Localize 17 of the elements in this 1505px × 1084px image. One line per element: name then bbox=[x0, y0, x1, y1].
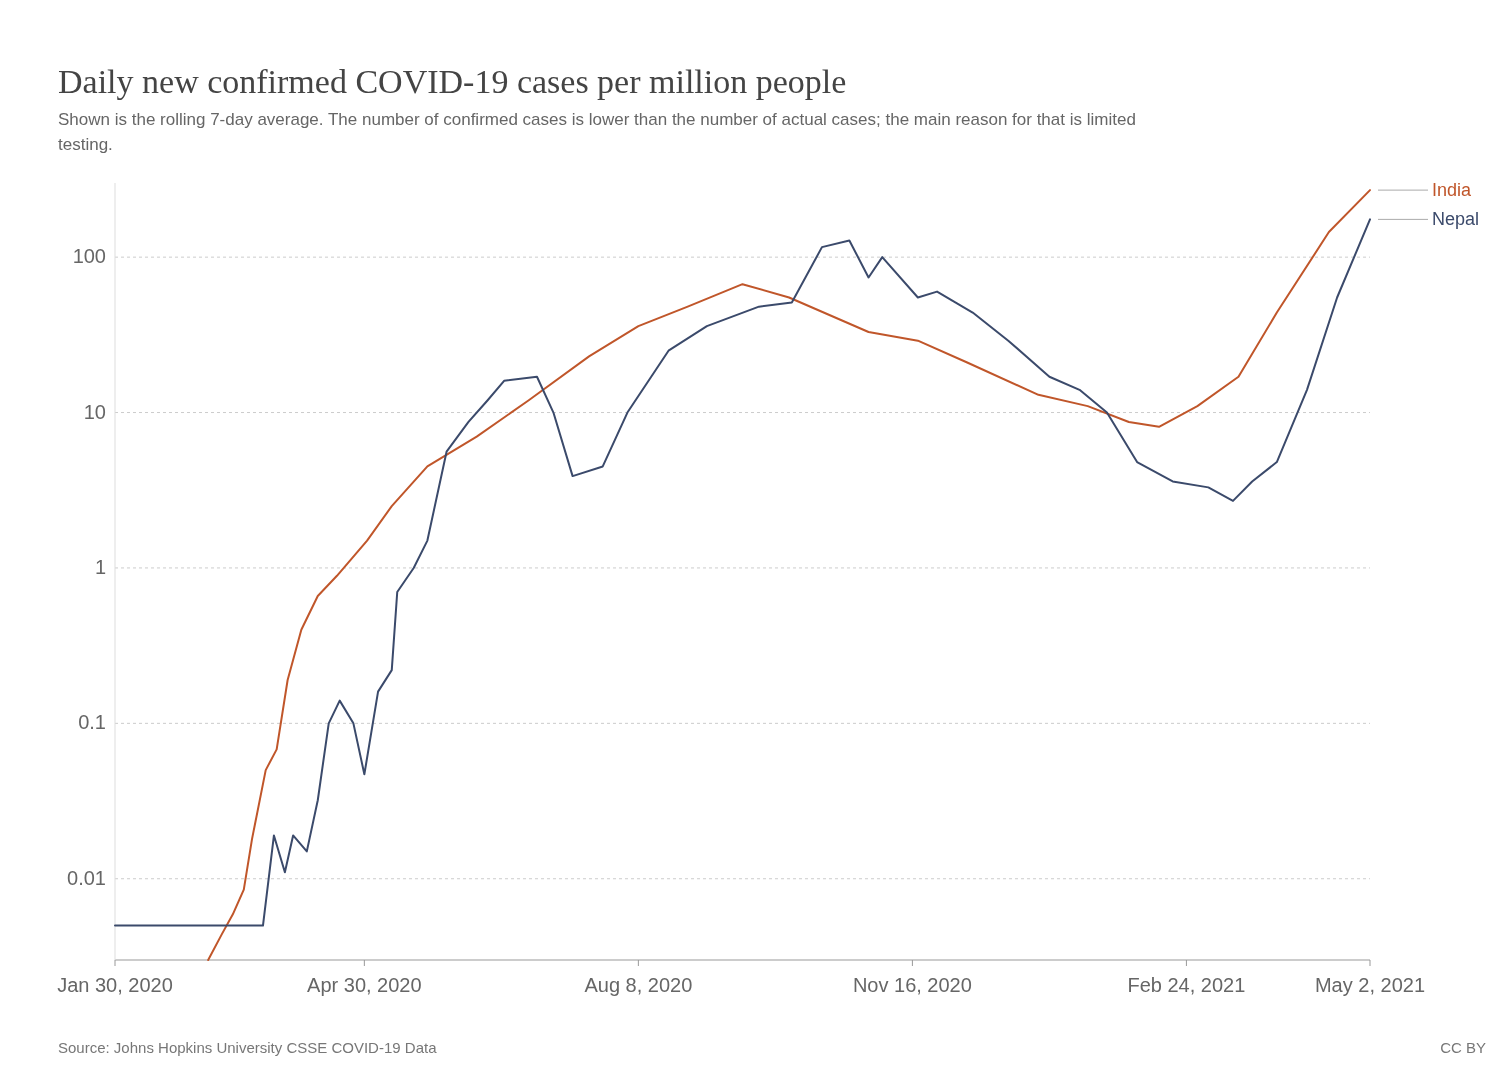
y-tick-label: 1 bbox=[94, 555, 106, 578]
y-tick-label: 0.1 bbox=[78, 711, 106, 734]
chart-title: Daily new confirmed COVID-19 cases per million people bbox=[58, 63, 847, 100]
chart-subtitle: Shown is the rolling 7-day average. The number of confirmed cases is lower than the number of actual cases; the main reason for that is limited testing. bbox=[58, 110, 1136, 154]
y-tick-label: 100 bbox=[72, 245, 106, 268]
y-tick-label: 0.01 bbox=[67, 866, 106, 889]
x-tick-label: Aug 8, 2020 bbox=[584, 974, 693, 996]
x-tick-label: Jan 30, 2020 bbox=[57, 974, 173, 996]
text: CC BY bbox=[1440, 1039, 1486, 1056]
x-tick-label: May 2, 2021 bbox=[1314, 974, 1426, 996]
x-tick-label: Nov 16, 2020 bbox=[852, 974, 972, 996]
source-note: Source: Johns Hopkins University CSSE COVID-19 Data bbox=[58, 1039, 438, 1056]
text: India bbox=[1432, 180, 1473, 201]
x-tick-label: Apr 30, 2020 bbox=[307, 974, 422, 996]
x-tick-label: Feb 24, 2021 bbox=[1127, 974, 1246, 996]
y-tick-label: 10 bbox=[83, 400, 106, 423]
text: Nepal bbox=[1432, 209, 1480, 230]
